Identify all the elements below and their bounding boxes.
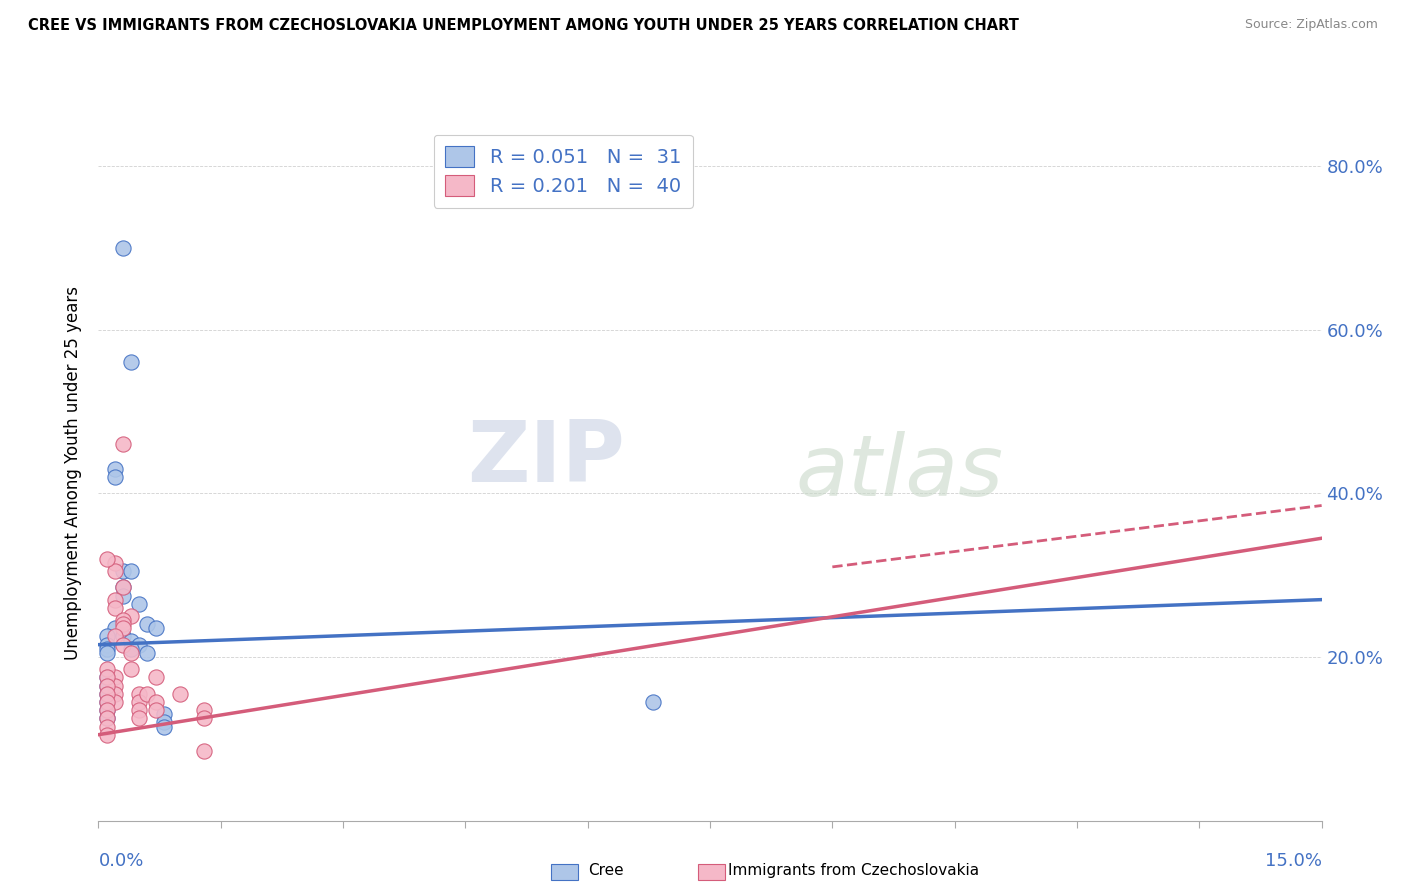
Point <box>96 687 118 701</box>
Point <box>104 679 127 693</box>
Point <box>128 597 150 611</box>
Point <box>104 630 127 644</box>
Point <box>111 580 134 594</box>
Point <box>193 703 215 717</box>
Point <box>111 589 134 603</box>
Point <box>145 695 167 709</box>
Point <box>96 695 118 709</box>
Point <box>96 638 118 652</box>
Point <box>111 580 134 594</box>
Text: Source: ZipAtlas.com: Source: ZipAtlas.com <box>1244 18 1378 31</box>
Point <box>120 564 142 578</box>
Point <box>96 687 118 701</box>
Point <box>120 662 142 676</box>
Point <box>104 461 127 475</box>
Point <box>96 662 118 676</box>
Point <box>128 687 150 701</box>
Text: atlas: atlas <box>796 431 1004 515</box>
FancyBboxPatch shape <box>697 864 724 880</box>
Point <box>111 613 134 627</box>
Point <box>104 564 127 578</box>
Point <box>96 630 118 644</box>
Point <box>104 556 127 570</box>
Point <box>104 600 127 615</box>
Point <box>111 241 134 255</box>
Text: Cree: Cree <box>588 863 623 879</box>
FancyBboxPatch shape <box>551 864 578 880</box>
Point <box>96 679 118 693</box>
Point <box>96 703 118 717</box>
Point <box>193 744 215 758</box>
Point <box>128 711 150 725</box>
Point <box>104 470 127 484</box>
Text: Immigrants from Czechoslovakia: Immigrants from Czechoslovakia <box>728 863 980 879</box>
Point <box>111 621 134 635</box>
Point <box>128 695 150 709</box>
Point <box>104 592 127 607</box>
Point <box>96 719 118 733</box>
Point <box>136 687 159 701</box>
Point <box>152 715 174 730</box>
Point <box>96 711 118 725</box>
Point <box>120 646 142 660</box>
Point <box>96 646 118 660</box>
Point <box>111 630 134 644</box>
Point <box>152 719 174 733</box>
Point <box>96 703 118 717</box>
Point <box>96 695 118 709</box>
Point <box>145 670 167 684</box>
Point <box>120 641 142 656</box>
Point <box>104 670 127 684</box>
Text: 0.0%: 0.0% <box>98 852 143 870</box>
Point <box>104 621 127 635</box>
Point <box>96 679 118 693</box>
Point <box>96 670 118 684</box>
Text: CREE VS IMMIGRANTS FROM CZECHOSLOVAKIA UNEMPLOYMENT AMONG YOUTH UNDER 25 YEARS C: CREE VS IMMIGRANTS FROM CZECHOSLOVAKIA U… <box>28 18 1019 33</box>
Point <box>96 641 118 656</box>
Y-axis label: Unemployment Among Youth under 25 years: Unemployment Among Youth under 25 years <box>65 285 83 660</box>
Point <box>111 437 134 451</box>
Point <box>111 617 134 632</box>
Point <box>169 687 191 701</box>
Point <box>96 728 118 742</box>
Point <box>104 695 127 709</box>
Point <box>641 695 664 709</box>
Point <box>152 707 174 722</box>
Text: ZIP: ZIP <box>467 417 624 500</box>
Point <box>145 621 167 635</box>
Point <box>96 670 118 684</box>
Text: 15.0%: 15.0% <box>1264 852 1322 870</box>
Point <box>120 609 142 624</box>
Point <box>136 646 159 660</box>
Point <box>128 638 150 652</box>
Point <box>136 617 159 632</box>
Point <box>145 703 167 717</box>
Point <box>104 687 127 701</box>
Point <box>120 633 142 648</box>
Point <box>120 355 142 369</box>
Point <box>96 551 118 566</box>
Point <box>128 703 150 717</box>
Point <box>111 638 134 652</box>
Point <box>193 711 215 725</box>
Legend: R = 0.051   N =  31, R = 0.201   N =  40: R = 0.051 N = 31, R = 0.201 N = 40 <box>433 135 693 208</box>
Point <box>111 564 134 578</box>
Point <box>96 711 118 725</box>
